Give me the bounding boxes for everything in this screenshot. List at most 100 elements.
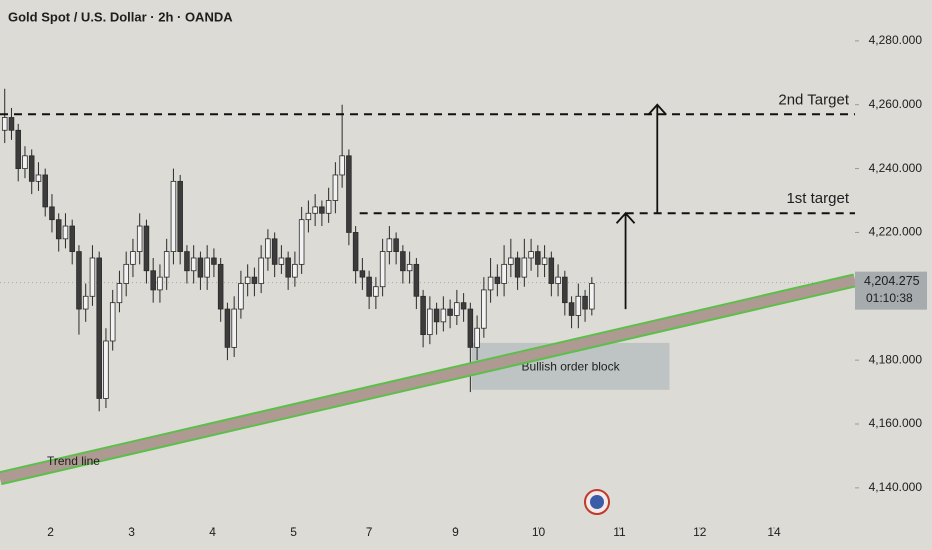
candle-body <box>170 180 177 252</box>
candle-body <box>231 308 237 348</box>
y-tick-label: 4,260.000 <box>869 97 923 111</box>
price-tag-label: 4,204.275 <box>864 274 920 288</box>
candle-body <box>258 257 264 284</box>
candle-body <box>184 251 190 272</box>
candle-body <box>204 257 210 278</box>
candle-body <box>447 308 453 316</box>
candle-body <box>420 295 426 336</box>
x-tick-label: 9 <box>452 525 459 539</box>
candle-body <box>555 276 561 284</box>
candle-body <box>319 206 325 214</box>
candle-body <box>177 180 183 252</box>
trend-line-label: Trend line <box>47 454 100 468</box>
candle-body <box>238 283 244 310</box>
candle-body <box>42 174 48 208</box>
candle-body <box>298 219 305 265</box>
candle-body <box>271 238 278 265</box>
y-tick-label: 4,140.000 <box>869 480 923 494</box>
candle-body <box>481 289 487 329</box>
candle-body <box>400 251 406 272</box>
candle-body <box>393 238 399 252</box>
candle-body <box>548 257 555 284</box>
candle-body <box>62 225 69 240</box>
x-tick-label: 5 <box>290 525 297 539</box>
candle-body <box>49 206 55 221</box>
order-block-label: Bullish order block <box>522 360 621 374</box>
candle-body <box>130 251 136 265</box>
candle-body <box>244 276 251 284</box>
candle-body <box>514 257 521 278</box>
candle-body <box>190 257 197 272</box>
candle-body <box>339 155 345 176</box>
candle-body <box>136 225 143 252</box>
chart-title: Gold Spot / U.S. Dollar · 2h · OANDA <box>8 9 233 24</box>
candle-body <box>589 283 595 310</box>
candle-body <box>96 257 102 399</box>
candle-body <box>89 257 96 297</box>
candle-body <box>265 238 271 259</box>
candle-body <box>440 308 447 323</box>
candle-body <box>116 283 123 304</box>
candle-body <box>28 155 35 182</box>
candle-body <box>325 200 332 214</box>
candle-body <box>15 129 21 169</box>
target-label: 1st target <box>786 190 849 207</box>
candle-body <box>35 174 42 182</box>
candle-body <box>109 302 116 342</box>
candle-body <box>346 155 352 233</box>
candle-body <box>575 295 582 316</box>
candle-body <box>386 238 393 252</box>
candle-body <box>22 155 28 169</box>
candle-body <box>332 174 339 201</box>
candle-body <box>150 270 156 291</box>
candle-body <box>487 276 494 291</box>
candle-body <box>406 263 413 272</box>
x-tick-label: 7 <box>366 525 373 539</box>
candle-body <box>197 257 204 278</box>
candle-body <box>224 308 231 348</box>
arrow <box>647 103 667 214</box>
candle-body <box>359 270 366 278</box>
candle-body <box>474 327 480 348</box>
candle-body <box>82 295 89 310</box>
x-tick-label: 14 <box>767 525 781 539</box>
y-tick-label: 4,240.000 <box>869 161 923 175</box>
candle-body <box>143 225 150 272</box>
candle-body <box>568 302 575 316</box>
logo <box>584 489 610 515</box>
arrow <box>615 211 636 310</box>
candle-body <box>163 251 170 278</box>
y-tick-label: 4,160.000 <box>869 416 923 430</box>
x-tick-label: 12 <box>693 525 707 539</box>
candle-body <box>305 212 312 221</box>
candle-body <box>508 257 514 265</box>
candle-body <box>69 225 75 252</box>
candle-body <box>454 302 460 316</box>
candle-body <box>562 276 568 304</box>
y-tick-label: 4,220.000 <box>869 225 923 239</box>
candle-body <box>379 251 386 288</box>
candle-body <box>521 257 528 278</box>
candle-body <box>123 263 129 284</box>
candle-body <box>8 117 15 131</box>
candle-body <box>582 295 588 310</box>
y-tick-label: 4,180.000 <box>869 352 923 366</box>
candle-body <box>1 117 8 131</box>
candle-body <box>352 232 359 272</box>
candle-body <box>460 302 467 310</box>
candle-body <box>55 219 62 240</box>
candle-body <box>76 251 82 310</box>
target-label: 2nd Target <box>778 91 849 108</box>
candle-body <box>541 257 548 265</box>
x-tick-label: 4 <box>209 525 216 539</box>
price-tag <box>855 271 927 310</box>
y-tick-label: 4,280.000 <box>869 33 923 47</box>
candle-body <box>373 286 379 297</box>
candle-body <box>427 308 433 336</box>
candle-body <box>251 276 258 284</box>
candle-body <box>467 308 474 348</box>
candle-body <box>413 263 420 297</box>
candle-body <box>103 340 109 399</box>
x-tick-label: 3 <box>128 525 135 539</box>
